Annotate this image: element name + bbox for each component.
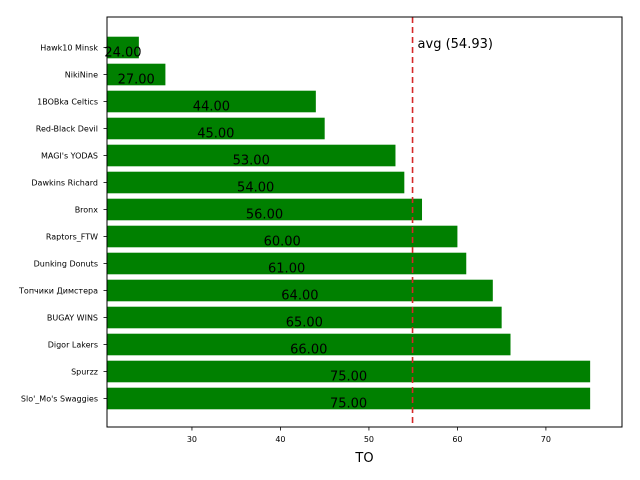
- bar: [107, 90, 316, 113]
- x-tick-label: 50: [364, 435, 374, 444]
- bar: [107, 279, 493, 302]
- bar: [107, 360, 591, 383]
- y-tick-label: Digor Lakers: [48, 341, 98, 350]
- bar-value-label: 65.00: [286, 316, 323, 331]
- bar: [107, 198, 423, 221]
- y-tick-label: Топчики Димстера: [18, 287, 98, 296]
- bar-value-label: 27.00: [118, 73, 155, 88]
- bar-value-label: 60.00: [264, 235, 301, 250]
- y-tick-label: BUGAY WINS: [47, 314, 98, 323]
- bar: [107, 252, 467, 275]
- y-tick-label: Red-Black Devil: [36, 125, 98, 134]
- y-tick-label: 1BOBka Celtics: [37, 98, 98, 107]
- y-tick-label: Spurzz: [71, 368, 98, 377]
- x-tick-label: 30: [187, 435, 197, 444]
- bar-value-label: 24.00: [104, 46, 141, 61]
- x-tick-label: 40: [275, 435, 285, 444]
- bar: [107, 306, 502, 329]
- bar-value-label: 56.00: [246, 208, 283, 223]
- bar-value-label: 66.00: [290, 343, 327, 358]
- x-axis-label: TO: [354, 451, 373, 466]
- bar-value-label: 75.00: [330, 397, 367, 412]
- bar-value-label: 44.00: [193, 100, 230, 115]
- bar-value-label: 64.00: [281, 289, 318, 304]
- y-tick-label: MAGI's YODAS: [41, 152, 98, 161]
- bar: [107, 171, 405, 194]
- y-tick-label: Dawkins Richard: [31, 179, 98, 188]
- bar: [107, 333, 511, 356]
- y-tick-label: Hawk10 Minsk: [40, 44, 98, 53]
- x-tick-label: 60: [452, 435, 462, 444]
- bars-group: [107, 36, 591, 410]
- bar-value-label: 61.00: [268, 262, 305, 277]
- bar: [107, 117, 325, 140]
- x-tick-label: 70: [541, 435, 551, 444]
- bar: [107, 144, 396, 167]
- bar-value-label: 54.00: [237, 181, 274, 196]
- axes-frame: [106, 16, 623, 428]
- x-axis-ticks: 30 40 50 60 70: [187, 427, 551, 444]
- bar-labels-group: 24.00 27.00 44.00 45.00 53.00 54.00 56.00 60.00…: [104, 46, 367, 412]
- bar: [107, 387, 591, 410]
- y-axis-ticks: Hawk10 Minsk NikiNine 1BOBka Celtics Red-Bl…: [18, 44, 107, 404]
- y-tick-label: Dunking Donuts: [34, 260, 98, 269]
- bar-value-label: 45.00: [197, 127, 234, 142]
- y-tick-label: Bronx: [75, 206, 99, 215]
- y-tick-label: Slo'_Mo's Swaggies: [21, 395, 98, 404]
- y-tick-label: NikiNine: [65, 71, 98, 80]
- bar: [107, 225, 458, 248]
- bar-value-label: 53.00: [233, 154, 270, 169]
- average-label: avg (54.93): [418, 37, 493, 52]
- bar: [107, 63, 166, 86]
- bar: [107, 36, 139, 59]
- y-tick-label: Raptors_FTW: [46, 233, 98, 242]
- bar-value-label: 75.00: [330, 370, 367, 385]
